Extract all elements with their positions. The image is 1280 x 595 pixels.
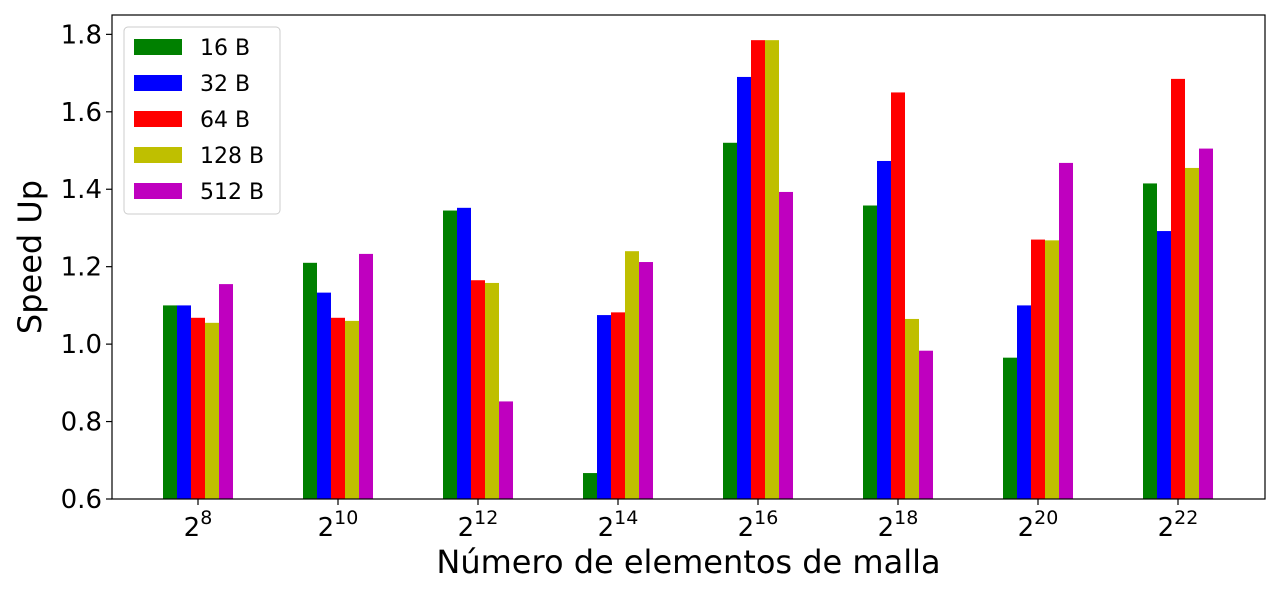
legend-swatch: [134, 75, 182, 91]
bar-512b-2: [499, 401, 513, 499]
y-axis-label: Speed Up: [11, 180, 49, 334]
bar-16b-0: [163, 305, 177, 499]
x-axis-label: Número de elementos de malla: [436, 543, 940, 581]
legend-swatch: [134, 39, 182, 55]
bar-128b-2: [485, 282, 499, 499]
bar-128b-0: [205, 322, 219, 499]
bar-64b-3: [611, 312, 625, 499]
bar-16b-6: [1003, 357, 1017, 499]
legend-label: 512 B: [200, 180, 264, 205]
y-tick-label: 1.4: [61, 175, 102, 205]
bar-128b-5: [905, 318, 919, 499]
legend: 16 B 32 B 64 B 128 B 512 B: [123, 26, 281, 215]
x-tick-label: 218: [878, 507, 919, 543]
legend-label: 64 B: [200, 108, 250, 133]
bar-128b-1: [345, 320, 359, 499]
bar-512b-3: [639, 262, 653, 499]
bar-64b-7: [1171, 78, 1185, 499]
legend-label: 32 B: [200, 72, 250, 97]
bar-64b-6: [1031, 239, 1045, 500]
bar-64b-5: [891, 92, 905, 499]
x-tick-label: 216: [738, 507, 779, 543]
y-tick-label: 1.2: [61, 253, 102, 283]
bar-32b-5: [877, 160, 891, 499]
bar-512b-0: [219, 284, 233, 499]
y-tick-label: 0.8: [61, 408, 102, 438]
y-axis-ticks: 0.6 0.8 1.0 1.2 1.4 1.6 1.8: [61, 20, 112, 515]
bar-16b-3: [583, 473, 597, 499]
bar-128b-4: [765, 40, 779, 499]
bar-32b-1: [317, 292, 331, 499]
bar-32b-4: [737, 76, 751, 500]
bar-64b-1: [331, 317, 345, 499]
legend-swatch: [134, 147, 182, 163]
bar-32b-0: [177, 305, 191, 499]
bar-128b-3: [625, 251, 639, 499]
bar-512b-6: [1059, 162, 1073, 499]
y-tick-label: 1.6: [61, 98, 102, 128]
bar-128b-6: [1045, 240, 1059, 499]
bar-16b-1: [303, 262, 317, 499]
x-tick-label: 212: [458, 507, 499, 543]
legend-box: [123, 26, 281, 215]
legend-swatch: [134, 111, 182, 127]
bar-32b-7: [1157, 231, 1171, 499]
legend-swatch: [134, 183, 182, 199]
bar-512b-1: [359, 253, 373, 499]
x-tick-label: 222: [1158, 507, 1199, 543]
bar-32b-3: [597, 315, 611, 499]
bar-128b-7: [1185, 167, 1199, 499]
bar-16b-4: [723, 142, 737, 499]
legend-label: 16 B: [200, 36, 250, 61]
y-tick-label: 1.8: [61, 20, 102, 50]
legend-label: 128 B: [200, 144, 264, 169]
y-tick-label: 1.0: [61, 330, 102, 360]
bar-512b-4: [779, 191, 793, 500]
bar-64b-4: [751, 40, 765, 499]
y-tick-label: 0.6: [61, 485, 102, 515]
x-tick-label: 220: [1018, 507, 1059, 543]
bar-64b-0: [191, 317, 205, 499]
bars-group: [163, 40, 1213, 500]
bar-32b-2: [457, 207, 471, 499]
bar-512b-7: [1199, 148, 1213, 500]
x-tick-label: 210: [318, 507, 359, 543]
bar-16b-5: [863, 205, 877, 500]
bar-512b-5: [919, 350, 933, 499]
x-axis-ticks: 28 210 212 214 216 218 220 222: [184, 499, 1199, 543]
bar-16b-7: [1143, 183, 1157, 499]
bar-16b-2: [443, 210, 457, 499]
bar-32b-6: [1017, 305, 1031, 499]
x-tick-label: 214: [598, 507, 639, 543]
bar-64b-2: [471, 280, 485, 499]
plot-frame: [111, 14, 1266, 500]
x-tick-label: 28: [184, 507, 213, 543]
